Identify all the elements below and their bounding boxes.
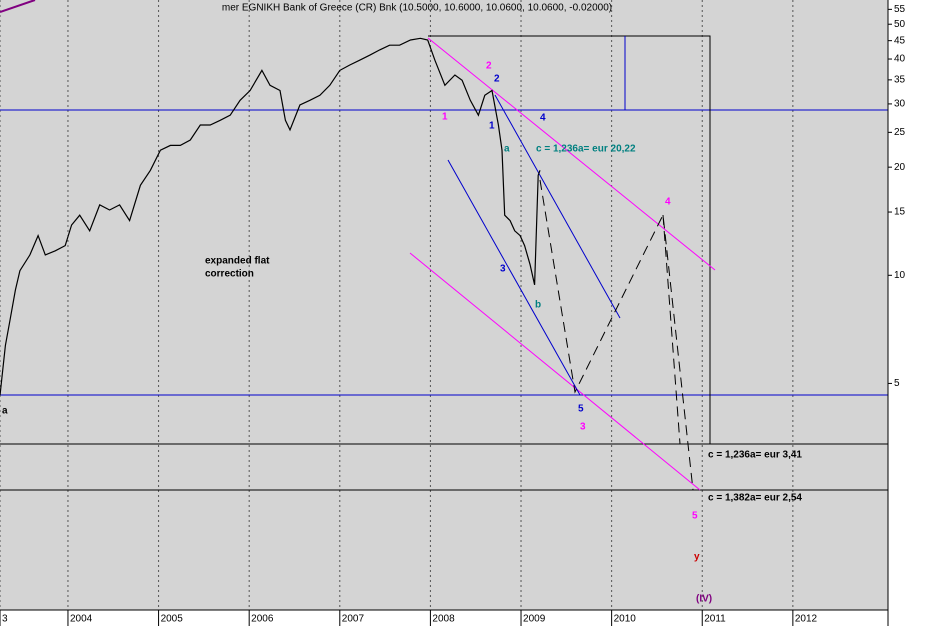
y-tick-label: 45 <box>894 35 906 46</box>
annotation: a <box>504 144 510 155</box>
annotation: 3 <box>580 422 586 433</box>
annotation: 2 <box>486 61 492 72</box>
y-tick-label: 20 <box>894 162 906 173</box>
x-tick-label: 3 <box>2 614 8 625</box>
plot-background <box>0 0 888 610</box>
annotation: c = 1,382a= eur 2,54 <box>708 493 802 504</box>
annotation: c = 1,236a= eur 20,22 <box>536 144 636 155</box>
y-tick-label: 10 <box>894 270 906 281</box>
annotation: 2 <box>494 74 500 85</box>
annotation: 5 <box>692 511 698 522</box>
y-axis-panel <box>888 0 931 626</box>
projection-line <box>662 214 681 445</box>
annotation: expanded flat <box>205 256 270 267</box>
price-line <box>0 37 541 396</box>
grid <box>0 0 794 610</box>
x-tick-label: 2007 <box>342 614 365 625</box>
y-tick-label: 55 <box>894 4 906 15</box>
annotation: y <box>694 552 700 563</box>
annotation: 1 <box>489 121 495 132</box>
y-tick-label: 40 <box>894 54 906 65</box>
channel-line <box>447 159 581 396</box>
box-line <box>428 35 711 444</box>
channel-line <box>427 37 716 271</box>
channel-line <box>409 252 701 491</box>
x-tick-label: 2005 <box>161 614 184 625</box>
x-tick-label: 2006 <box>251 614 274 625</box>
y-tick-label: 50 <box>894 19 906 30</box>
y-tick-label: 5 <box>894 378 900 389</box>
annotation: 4 <box>665 197 671 208</box>
x-tick-label: 2008 <box>432 614 455 625</box>
trend-line <box>0 0 36 13</box>
y-tick-label: 25 <box>894 127 906 138</box>
y-tick-label: 30 <box>894 99 906 110</box>
drawings <box>0 0 888 491</box>
price-series <box>0 37 541 396</box>
x-tick-label: 2012 <box>795 614 818 625</box>
annotation: 3 <box>500 264 506 275</box>
y-tick-label: 35 <box>894 75 906 86</box>
channel-line <box>494 94 621 319</box>
annotation: 4 <box>540 113 546 124</box>
y-tick-label: 15 <box>894 207 906 218</box>
annotation: (IV) <box>696 594 712 605</box>
annotation: c = 1,236a= eur 3,41 <box>708 450 802 461</box>
x-tick-label: 2009 <box>523 614 546 625</box>
annotation: a <box>2 406 8 417</box>
annotation: 5 <box>578 404 584 415</box>
annotation: correction <box>205 269 254 280</box>
x-tick-label: 2011 <box>704 614 726 625</box>
projection-line <box>539 179 694 491</box>
annotation: b <box>535 300 541 311</box>
x-tick-label: 2004 <box>70 614 93 625</box>
chart-title: mer EGNIKH Bank of Greece (CR) Bnk (10.5… <box>222 3 612 14</box>
annotation: 1 <box>442 112 448 123</box>
x-tick-label: 2010 <box>614 614 637 625</box>
x-axis-panel <box>0 610 931 626</box>
